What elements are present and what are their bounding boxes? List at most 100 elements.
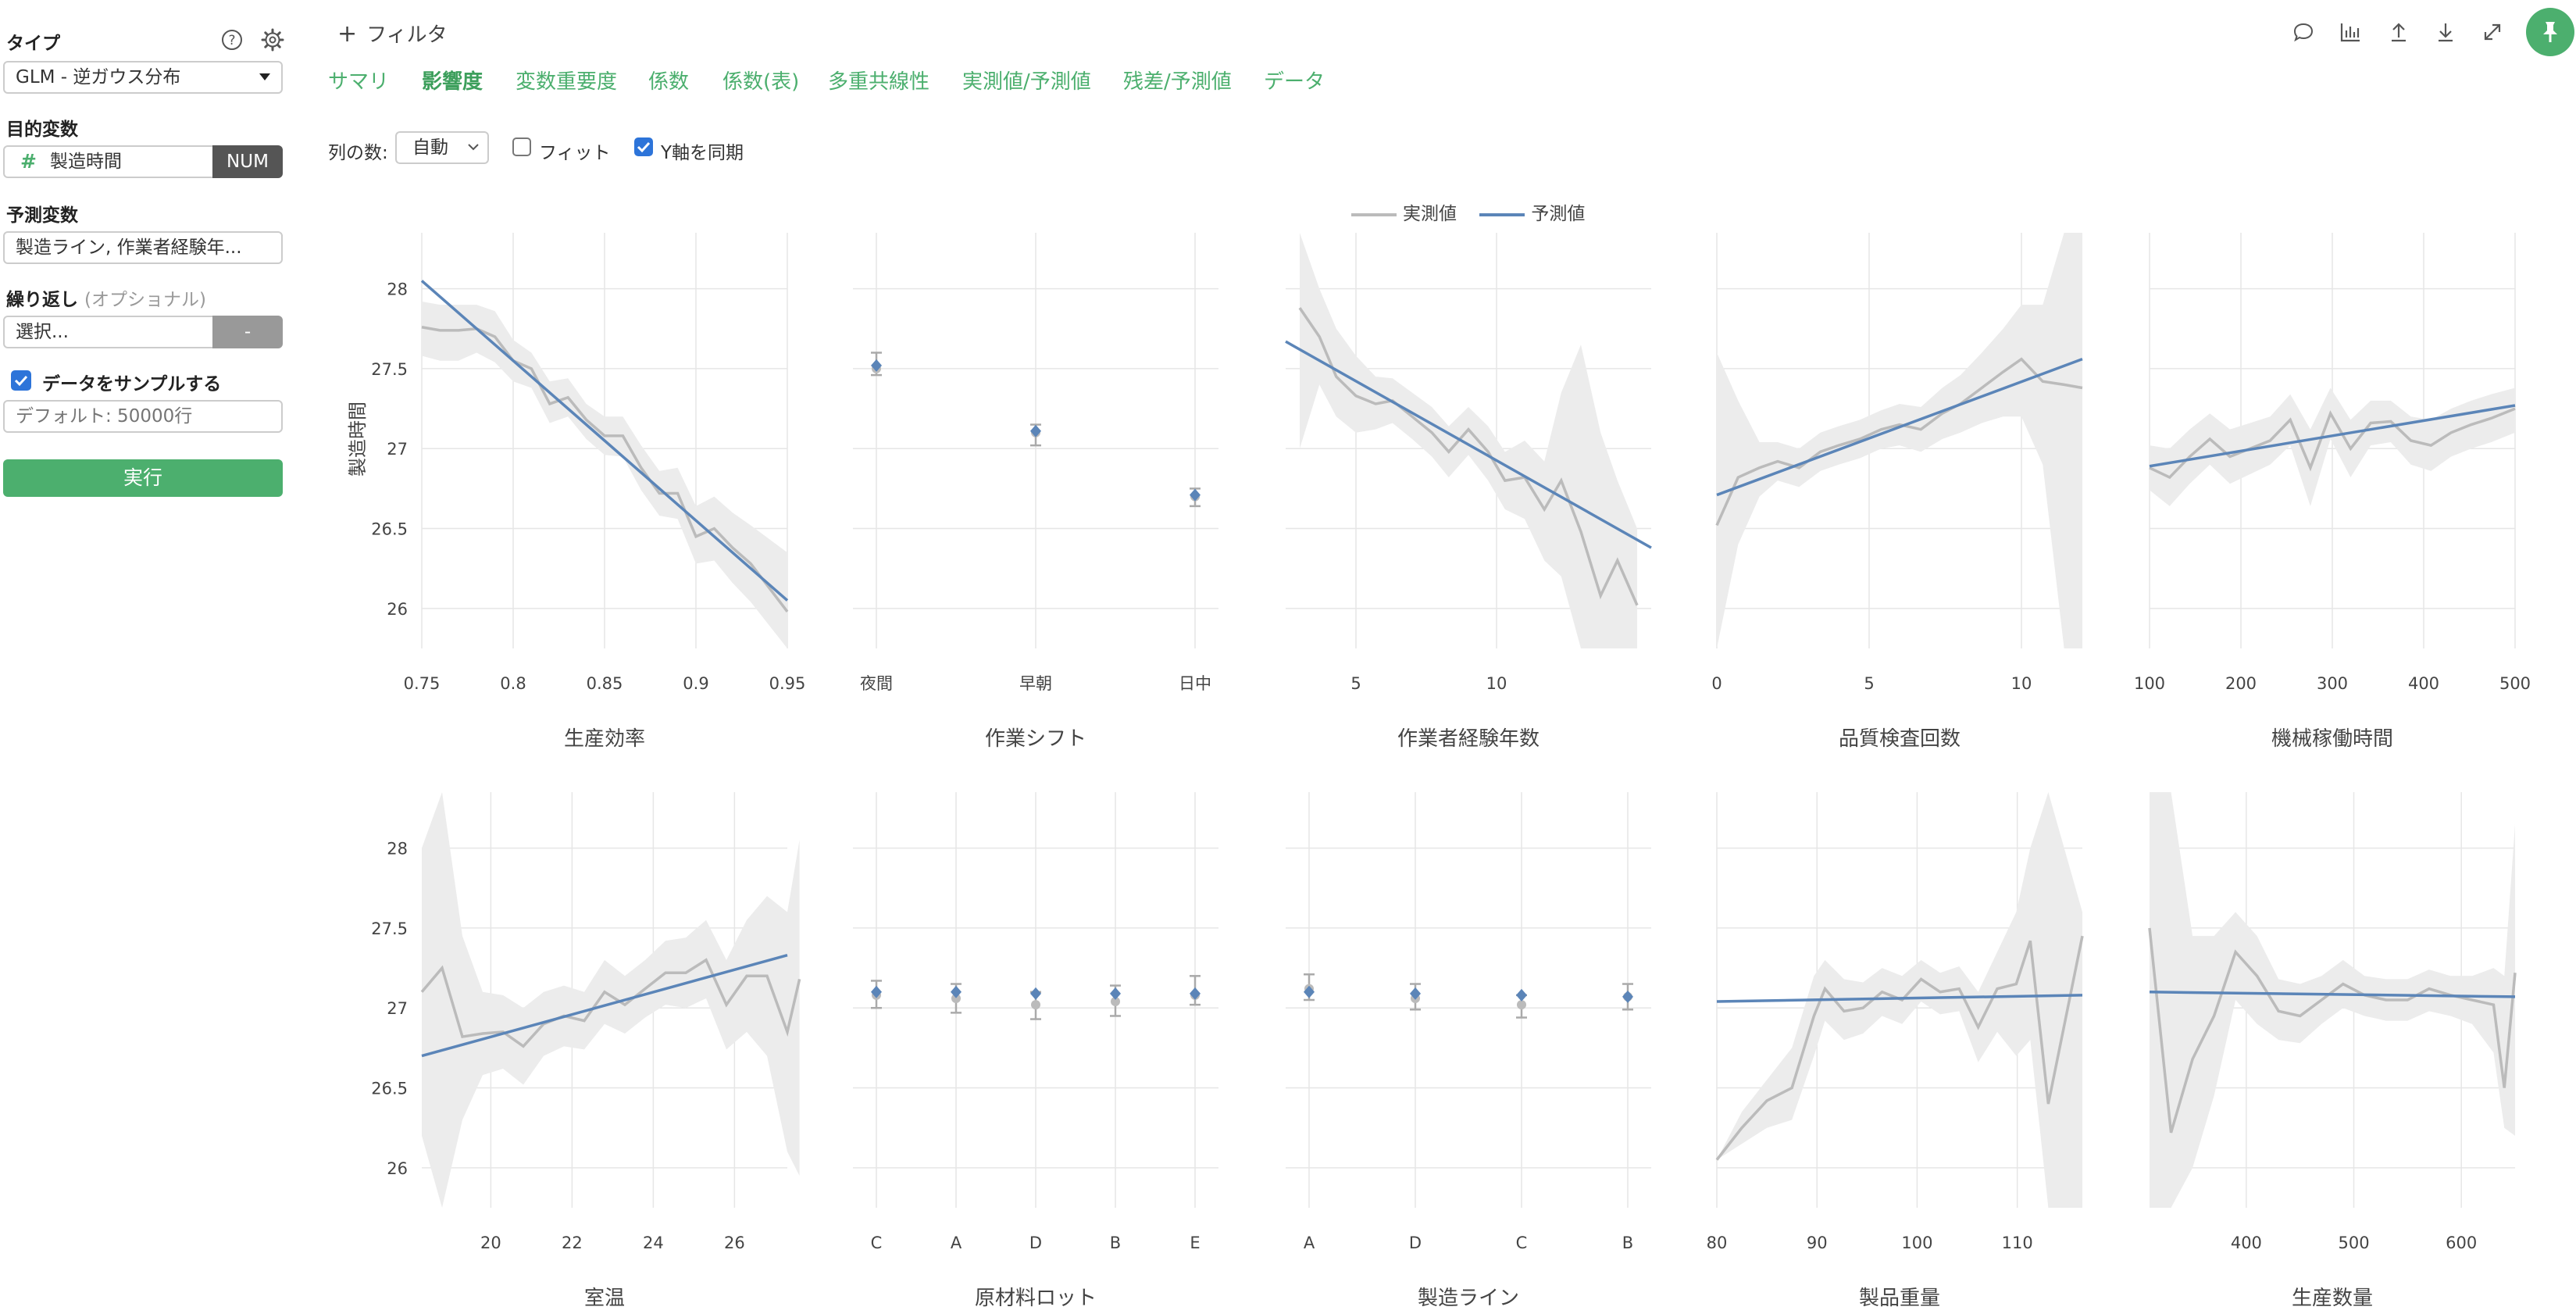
- panel-8-xtick-label: C: [1516, 1234, 1528, 1252]
- tab-summary[interactable]: サマリ: [328, 70, 390, 94]
- panel-5-actual-line: [2149, 407, 2516, 480]
- legend-predicted-swatch: [1479, 212, 1525, 216]
- panel-1-predicted-line: [420, 280, 789, 602]
- fit-checkbox[interactable]: [512, 137, 531, 156]
- fit-label: フィット: [539, 143, 611, 163]
- panel-3-title: 作業者経験年数: [1397, 727, 1540, 751]
- panel-1-xtick-label: 0.8: [500, 674, 526, 693]
- panel-10-confidence-band: [2150, 792, 2515, 1208]
- chart-legend: 実測値 予測値: [1351, 198, 1585, 225]
- filter-button[interactable]: + フィルタ: [337, 19, 448, 48]
- panel-6-ytick-label: 26.5: [371, 1080, 408, 1098]
- chart-icon[interactable]: [2339, 20, 2362, 44]
- panel-7-xtick-label: A: [951, 1234, 962, 1252]
- predictor-label: 予測変数: [6, 205, 78, 226]
- panel-8-title: 製造ライン: [1418, 1287, 1519, 1310]
- panel-7-xtick-label: D: [1029, 1234, 1042, 1252]
- panel-9-predicted-line: [1716, 994, 2083, 1003]
- plus-icon: +: [337, 20, 358, 48]
- panel-4-actual-line: [1715, 357, 2083, 527]
- panel-6-xtick-label: 26: [724, 1234, 745, 1252]
- panel-4-xtick-label: 10: [2011, 674, 2032, 693]
- sync-y-label: Y軸を同期: [661, 143, 744, 163]
- tab-data[interactable]: データ: [1264, 70, 1325, 94]
- panel-5-xtick-label: 100: [2134, 674, 2165, 693]
- panel-9-actual-line: [1715, 935, 2084, 1161]
- legend-predicted-label: 予測値: [1531, 204, 1586, 224]
- target-field[interactable]: # 製造時間: [3, 145, 214, 178]
- panel-2-xtick-label: 早朝: [1019, 674, 1052, 693]
- run-button[interactable]: 実行: [3, 459, 283, 497]
- panel-6-ytick-label: 27.5: [371, 919, 408, 938]
- repeat-select[interactable]: 選択...: [3, 316, 214, 348]
- panel-3-predicted-line: [1285, 340, 1652, 549]
- tab-coefficients-table[interactable]: 係数(表): [722, 70, 800, 94]
- columns-select-value: 自動: [412, 137, 448, 158]
- panel-1-ytick-label: 27: [387, 440, 408, 459]
- panel-9-xtick-label: 80: [1707, 1234, 1728, 1252]
- panel-1-ytick-label: 27.5: [371, 360, 408, 379]
- panel-8-xtick-label: A: [1304, 1234, 1315, 1252]
- panel-1-title: 生産効率: [564, 727, 645, 751]
- check-icon: [14, 375, 28, 387]
- predictor-field[interactable]: 製造ライン, 作業者経験年...: [3, 231, 283, 264]
- panel-5-predicted-line: [2149, 404, 2516, 468]
- panel-8-predicted-point: [1304, 985, 1315, 998]
- panel-5-xtick-label: 300: [2317, 674, 2348, 693]
- filter-label: フィルタ: [366, 23, 448, 47]
- panel-4-xtick-label: 0: [1711, 674, 1721, 693]
- panel-7-title: 原材料ロット: [975, 1287, 1097, 1310]
- sample-checkbox[interactable]: [11, 370, 31, 391]
- help-icon[interactable]: ?: [220, 28, 244, 52]
- settings-sidebar: タイプ ? GLM - 逆ガウス分布 目的変数 # 製造時間 NUM 予測変数 …: [0, 0, 294, 1314]
- panel-1-ytick-label: 28: [387, 280, 408, 299]
- download-icon[interactable]: [2434, 20, 2457, 44]
- hash-icon: #: [20, 150, 37, 173]
- sync-y-checkbox[interactable]: [634, 137, 653, 156]
- panel-5-xtick-label: 200: [2225, 674, 2257, 693]
- panel-3-actual-line: [1298, 307, 1639, 606]
- svg-text:?: ?: [228, 33, 235, 48]
- tab-coefficients[interactable]: 係数: [648, 70, 690, 94]
- upload-icon[interactable]: [2387, 20, 2410, 44]
- panel-5-xtick-label: 500: [2499, 674, 2531, 693]
- panel-7-actual-point: [1111, 997, 1120, 1007]
- legend-actual-label: 実測値: [1403, 204, 1457, 224]
- type-select[interactable]: GLM - 逆ガウス分布: [3, 61, 283, 94]
- panel-8-predicted-point: [1410, 987, 1421, 1000]
- panel-6-xtick-label: 24: [643, 1234, 664, 1252]
- tab-effects[interactable]: 影響度: [422, 70, 483, 94]
- panel-8-predicted-point: [1516, 988, 1527, 1002]
- tab-actual-predicted[interactable]: 実測値/予測値: [962, 70, 1091, 94]
- gear-icon[interactable]: [260, 27, 285, 52]
- panel-7-xtick-label: E: [1190, 1234, 1200, 1252]
- repeat-clear-button[interactable]: -: [212, 316, 283, 348]
- panel-6-actual-line: [420, 958, 801, 1048]
- panel-7-predicted-point: [1190, 987, 1201, 1000]
- pin-button[interactable]: [2526, 8, 2574, 56]
- panel-2-predicted-point: [1190, 488, 1201, 502]
- tab-residual-predicted[interactable]: 残差/予測値: [1123, 70, 1232, 94]
- type-select-value: GLM - 逆ガウス分布: [16, 67, 181, 87]
- tab-variable-importance[interactable]: 変数重要度: [516, 70, 618, 94]
- panel-10-predicted-line: [2149, 991, 2516, 998]
- columns-select[interactable]: 自動: [395, 131, 489, 164]
- panel-4-title: 品質検査回数: [1839, 727, 1961, 751]
- panel-8-actual-point: [1517, 1000, 1526, 1010]
- legend-actual-swatch: [1351, 212, 1397, 216]
- panel-2-predicted-point: [1030, 424, 1041, 437]
- columns-label: 列の数:: [328, 143, 388, 163]
- expand-icon[interactable]: [2481, 20, 2504, 44]
- tab-multicollinearity[interactable]: 多重共線性: [828, 70, 930, 94]
- panel-7-predicted-point: [1110, 987, 1121, 1000]
- panel-1-xtick-label: 0.95: [769, 674, 806, 693]
- comment-icon[interactable]: [2292, 20, 2315, 44]
- panel-8-xtick-label: B: [1622, 1234, 1633, 1252]
- panel-4-confidence-band: [1717, 233, 2082, 648]
- panel-10-xtick-label: 500: [2338, 1234, 2369, 1252]
- num-badge: NUM: [212, 145, 283, 178]
- sample-size-input[interactable]: [3, 400, 283, 433]
- panel-7-actual-point: [951, 993, 961, 1003]
- panel-1-xtick-label: 0.9: [683, 674, 708, 693]
- panel-8-predicted-point: [1622, 990, 1633, 1003]
